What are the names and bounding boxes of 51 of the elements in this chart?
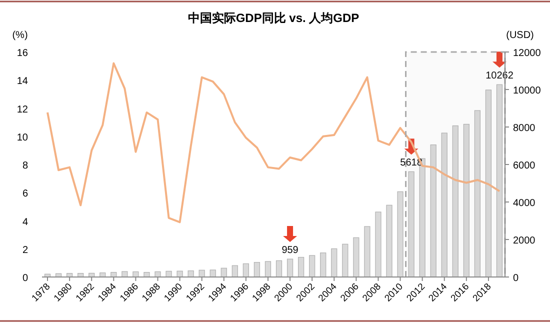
bar bbox=[166, 270, 172, 278]
bar bbox=[188, 270, 194, 278]
y-axis-title: (%) bbox=[12, 30, 28, 41]
y2-tick-label: 4000 bbox=[513, 198, 536, 209]
bar bbox=[375, 212, 382, 278]
data-label: 10262 bbox=[486, 70, 514, 82]
y2-tick-label: 12000 bbox=[513, 48, 542, 59]
bar bbox=[264, 261, 272, 278]
bar bbox=[309, 255, 316, 278]
y-tick-label: 2 bbox=[22, 244, 28, 256]
y-tick-label: 4 bbox=[22, 216, 28, 228]
y-tick-label: 16 bbox=[16, 48, 28, 59]
y2-tick-label: 6000 bbox=[513, 160, 536, 172]
y-tick-label: 12 bbox=[16, 104, 28, 116]
bar bbox=[331, 248, 338, 278]
bar bbox=[144, 272, 150, 278]
y-tick-label: 14 bbox=[16, 76, 28, 88]
bar bbox=[154, 271, 161, 278]
bar bbox=[320, 252, 326, 278]
y-tick-label: 10 bbox=[16, 132, 28, 144]
bar bbox=[232, 265, 238, 278]
y2-axis-title: (USD) bbox=[506, 30, 534, 41]
y2-tick-label: 2000 bbox=[513, 236, 536, 246]
bar bbox=[485, 90, 492, 278]
bar bbox=[353, 237, 360, 278]
y2-tick-label: 10000 bbox=[513, 86, 542, 96]
bar bbox=[496, 84, 503, 278]
bar bbox=[122, 271, 128, 278]
bar bbox=[176, 270, 183, 278]
bar bbox=[364, 226, 370, 278]
bar bbox=[286, 258, 294, 278]
y2-tick-label: 8000 bbox=[513, 123, 536, 134]
bar bbox=[342, 244, 348, 278]
y-tick-label: 8 bbox=[22, 160, 28, 172]
bar bbox=[276, 260, 282, 278]
bar bbox=[441, 132, 448, 278]
y2-tick-label: 0 bbox=[513, 273, 519, 284]
bar bbox=[210, 270, 216, 278]
bar bbox=[132, 271, 139, 278]
chart-title: 中国实际GDP同比 vs. 人均GDP bbox=[188, 11, 360, 25]
bar bbox=[242, 263, 249, 278]
bar bbox=[474, 110, 480, 278]
bar bbox=[463, 124, 470, 278]
bar bbox=[298, 256, 304, 278]
bar bbox=[254, 262, 260, 278]
bar bbox=[452, 125, 458, 278]
bar bbox=[386, 204, 392, 278]
data-label: 959 bbox=[282, 245, 299, 256]
y-tick-label: 6 bbox=[22, 188, 28, 200]
y-tick-label: 0 bbox=[22, 273, 28, 284]
bar bbox=[430, 144, 436, 278]
